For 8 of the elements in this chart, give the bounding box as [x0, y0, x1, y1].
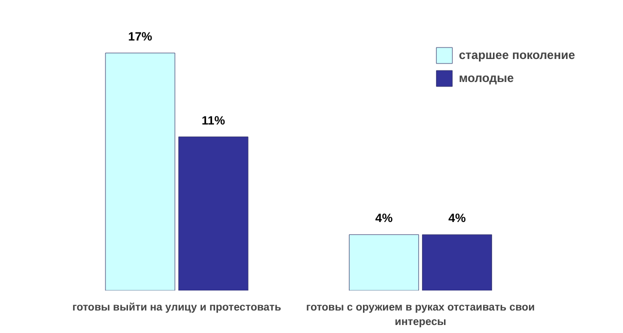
- data-label: 4%: [375, 211, 393, 226]
- legend-label: молодые: [458, 71, 514, 85]
- legend-label: старшее поколение: [458, 48, 575, 62]
- data-label: 4%: [448, 211, 466, 226]
- data-label: 11%: [202, 113, 226, 128]
- x-tick-label: готовы выйти на улицу и протестовать: [72, 302, 282, 314]
- x-tick-label: готовы с оружием в руках отстаивать свои интересы: [306, 302, 535, 328]
- data-label: 17%: [128, 30, 153, 44]
